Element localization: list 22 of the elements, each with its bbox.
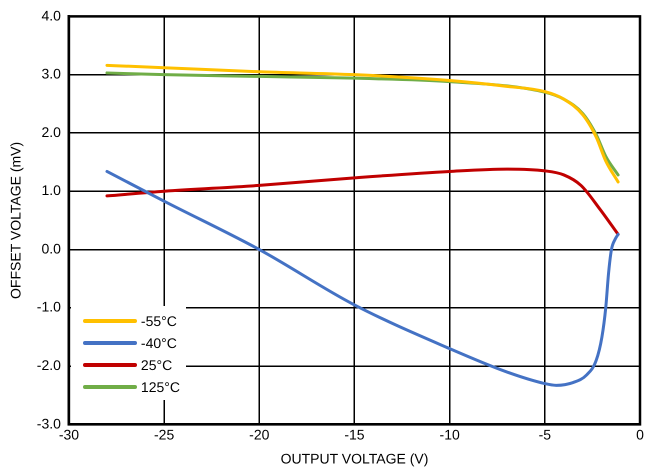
x-tick-label: -15 <box>344 426 365 443</box>
x-tick-label: -20 <box>249 426 270 443</box>
legend-label: -55°C <box>140 313 177 330</box>
legend-label: 125°C <box>140 379 180 396</box>
x-axis-title: OUTPUT VOLTAGE (V) <box>280 450 428 466</box>
y-tick-label: -1.0 <box>36 298 62 315</box>
legend-label: 25°C <box>140 357 172 374</box>
y-tick-label: 0.0 <box>41 240 62 256</box>
y-tick-label: 4.0 <box>41 7 62 24</box>
y-axis-title: OFFSET VOLTAGE (mV) <box>7 142 24 299</box>
x-tick-label: 0 <box>636 426 644 443</box>
x-tick-label: -5 <box>538 426 552 443</box>
x-tick-label: -30 <box>58 426 80 443</box>
y-tick-label: -3.0 <box>36 415 62 432</box>
y-tick-label: 1.0 <box>41 182 62 198</box>
line-series <box>105 168 620 236</box>
y-tick-label: 2.0 <box>41 124 62 140</box>
legend-label: -40°C <box>140 335 177 352</box>
y-tick-label: -2.0 <box>36 356 62 373</box>
x-tick-label: -10 <box>440 426 460 443</box>
y-tick-label: 3.0 <box>41 66 62 82</box>
x-tick-label: -25 <box>154 426 174 443</box>
